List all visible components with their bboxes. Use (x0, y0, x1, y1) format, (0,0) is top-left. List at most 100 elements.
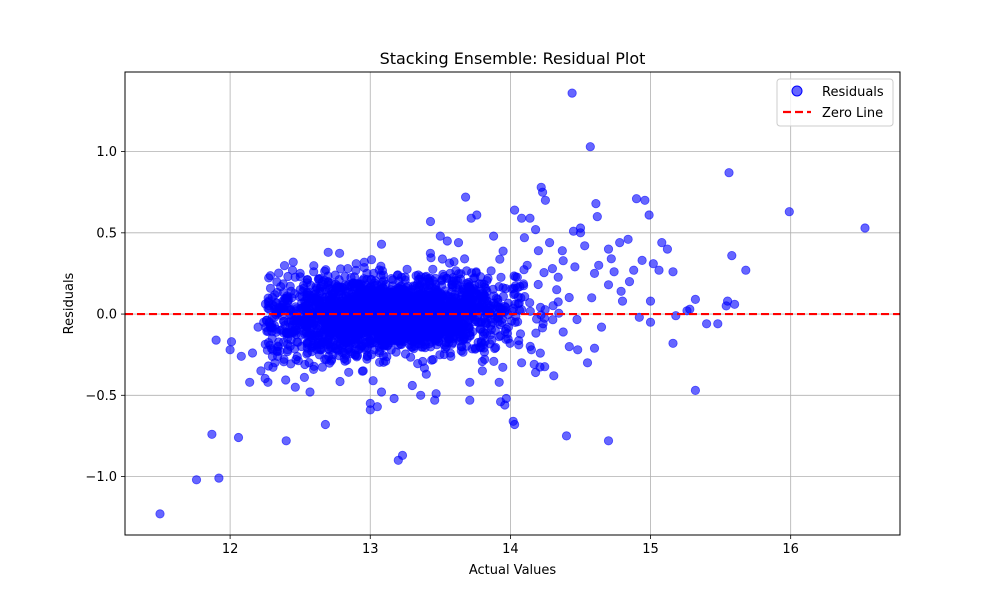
residual-point (324, 358, 335, 368)
residual-point (494, 377, 504, 387)
residual-point (375, 292, 385, 302)
residual-point (539, 267, 549, 278)
residual-point (468, 327, 478, 337)
residual-point (440, 290, 451, 300)
residual-point (345, 328, 355, 339)
residual-point (616, 286, 626, 296)
residual-point (362, 354, 372, 364)
residual-point (530, 225, 541, 235)
residual-point (404, 301, 414, 311)
residual-point (343, 263, 353, 274)
legend-residuals-marker (791, 85, 803, 97)
residual-point (309, 267, 319, 277)
residual-point (404, 340, 415, 350)
residual-point (385, 332, 396, 342)
residual-point (226, 337, 237, 347)
x-tick-label: 16 (782, 542, 799, 557)
residual-point (453, 238, 464, 248)
residual-point (662, 244, 673, 254)
residual-point (389, 393, 399, 404)
residual-point (402, 292, 412, 303)
residual-point (671, 311, 681, 321)
residual-point (376, 387, 387, 397)
residual-point (724, 168, 734, 178)
residual-point (233, 432, 244, 443)
residual-point (395, 332, 405, 342)
residual-point (537, 323, 548, 333)
residual-point (405, 352, 416, 362)
residual-point (615, 238, 625, 248)
residual-point (420, 330, 430, 341)
residual-point (589, 268, 600, 278)
residual-point (591, 199, 601, 209)
residual-point (690, 294, 701, 304)
residual-point (362, 268, 372, 278)
residual-point (351, 299, 361, 309)
residual-point (267, 333, 277, 343)
residual-point (324, 303, 334, 313)
legend-residuals-label: Residuals (822, 85, 884, 100)
residual-point (340, 356, 350, 366)
residual-point (587, 293, 597, 303)
residual-point (327, 289, 338, 299)
residual-point (516, 213, 527, 223)
residual-point (530, 367, 541, 378)
x-axis-label: Actual Values (469, 563, 557, 578)
residual-point (344, 343, 355, 353)
residual-point (211, 335, 221, 345)
residual-point (537, 187, 548, 197)
residual-point (397, 450, 408, 460)
residual-point (637, 255, 647, 265)
residual-point (784, 207, 794, 217)
residual-point (503, 298, 513, 308)
residual-point (376, 239, 387, 249)
residual-point (668, 267, 678, 277)
residual-point (245, 377, 255, 387)
residual-point (444, 258, 455, 268)
residual-point (447, 321, 457, 331)
residual-point (629, 265, 639, 275)
residual-point (261, 315, 272, 326)
residual-point (644, 210, 654, 220)
residual-point (493, 297, 503, 308)
residual-point (634, 312, 644, 322)
residual-point (425, 216, 436, 227)
residual-point (272, 287, 282, 298)
residual-point (330, 270, 340, 280)
residual-point (509, 419, 520, 430)
legend: Residuals Zero Line (776, 78, 894, 127)
residual-point (428, 264, 438, 274)
residual-point (465, 294, 475, 304)
residual-point (454, 285, 464, 295)
residual-point (558, 327, 568, 337)
residual-point (592, 212, 602, 222)
residual-point (480, 317, 490, 327)
residual-point (558, 256, 568, 266)
residual-point (274, 268, 284, 278)
residual-point (668, 338, 678, 348)
residual-point (279, 357, 289, 367)
residual-point (352, 333, 363, 344)
residual-point (572, 314, 582, 325)
residual-point (570, 262, 580, 272)
y-tick-label: 0.0 (96, 308, 117, 323)
residual-point (335, 325, 346, 335)
residual-point (465, 377, 475, 387)
residual-point (462, 304, 472, 314)
residual-point (435, 231, 445, 241)
residual-point (549, 371, 559, 381)
residual-point (654, 265, 664, 275)
residual-point (535, 348, 545, 358)
residual-point (290, 382, 300, 392)
residual-point (561, 431, 572, 441)
residual-point (509, 205, 520, 215)
residual-point (427, 301, 437, 311)
residual-point (525, 213, 535, 223)
residual-point (320, 419, 330, 430)
residual-point (741, 265, 751, 275)
residual-point (364, 335, 375, 345)
residual-point (256, 366, 266, 376)
legend-zero-line-label: Zero Line (822, 106, 883, 121)
residual-point (225, 345, 235, 355)
residual-point (501, 393, 511, 404)
